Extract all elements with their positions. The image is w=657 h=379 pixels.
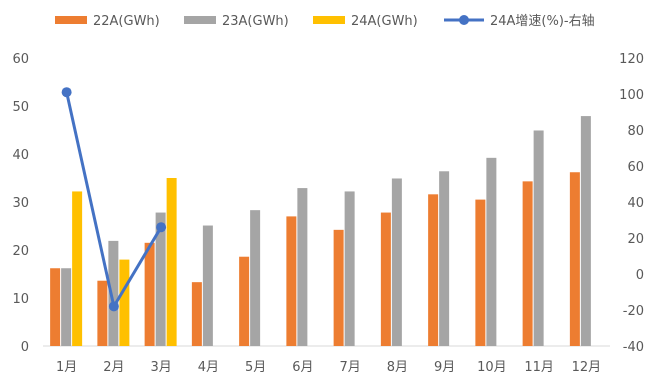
- x-tick-label: 3月: [150, 360, 171, 375]
- bar-23agwh: [155, 212, 166, 346]
- bar-22agwh: [475, 199, 486, 346]
- y-tick-label: 20: [12, 244, 29, 259]
- x-tick-label: 7月: [339, 360, 360, 375]
- legend-label: 24A增速(%)-右轴: [490, 14, 595, 29]
- bar-24agwh: [166, 178, 177, 346]
- y-tick-label: 40: [12, 148, 29, 163]
- legend-label: 24A(GWh): [351, 14, 418, 29]
- bars: [50, 116, 591, 346]
- bar-23agwh: [344, 191, 355, 346]
- x-tick-label: 10月: [477, 360, 507, 375]
- bar-22agwh: [144, 242, 155, 346]
- x-tick-label: 12月: [572, 360, 602, 375]
- growth-point: [61, 87, 72, 98]
- y2-tick-label: 120: [619, 52, 644, 67]
- growth-point: [156, 222, 167, 233]
- legend: 22A(GWh) 23A(GWh) 24A(GWh) 24A增速(%)-右轴: [55, 14, 595, 29]
- y2-tick-label: -20: [623, 304, 644, 319]
- growth-line: [61, 87, 167, 312]
- legend-marker: [459, 15, 469, 25]
- y-tick-label: 60: [12, 52, 29, 67]
- legend-label: 23A(GWh): [222, 14, 289, 29]
- y2-tick-label: 0: [636, 268, 644, 283]
- bar-22agwh: [522, 181, 533, 346]
- y2-tick-label: 40: [627, 196, 644, 211]
- x-tick-label: 6月: [292, 360, 313, 375]
- bar-22agwh: [50, 268, 61, 346]
- bar-23agwh: [202, 225, 213, 346]
- x-tick-label: 2月: [103, 360, 124, 375]
- x-tick-label: 8月: [387, 360, 408, 375]
- bar-23agwh: [297, 188, 308, 346]
- bar-23agwh: [250, 210, 261, 346]
- y2-tick-label: -40: [623, 340, 644, 355]
- x-tick-label: 4月: [198, 360, 219, 375]
- bar-22agwh: [97, 280, 108, 346]
- bar-22agwh: [191, 282, 202, 346]
- bar-22agwh: [333, 229, 344, 346]
- bar-23agwh: [61, 268, 72, 346]
- bar-23agwh: [580, 116, 591, 346]
- bar-24agwh: [119, 259, 130, 346]
- bar-22agwh: [569, 172, 580, 346]
- bar-22agwh: [286, 216, 297, 346]
- x-tick-label: 11月: [524, 360, 554, 375]
- bar-23agwh: [486, 157, 497, 346]
- y2-tick-label: 20: [627, 232, 644, 247]
- bar-22agwh: [428, 194, 439, 346]
- growth-point: [108, 301, 119, 312]
- y-tick-label: 0: [21, 340, 29, 355]
- x-tick-label: 9月: [434, 360, 455, 375]
- legend-swatch: [55, 16, 87, 24]
- y2-tick-label: 60: [627, 160, 644, 175]
- bar-23agwh: [533, 130, 544, 346]
- x-tick-label: 1月: [56, 360, 77, 375]
- legend-label: 22A(GWh): [93, 14, 160, 29]
- bar-23agwh: [439, 171, 450, 346]
- y-tick-label: 30: [12, 196, 29, 211]
- bar-23agwh: [108, 240, 119, 346]
- legend-swatch: [313, 16, 345, 24]
- bar-22agwh: [239, 256, 250, 346]
- y-tick-label: 50: [12, 100, 29, 115]
- legend-swatch: [184, 16, 216, 24]
- y2-tick-label: 100: [619, 88, 644, 103]
- bar-22agwh: [380, 212, 391, 346]
- y2-tick-label: 80: [627, 124, 644, 139]
- bar-23agwh: [391, 178, 402, 346]
- axes: 0 10 20 30 40 50 60 -40 -20 0 20 40 60 80 100 120 1月 2月 3月…: [12, 52, 644, 375]
- y-tick-label: 10: [12, 292, 29, 307]
- bar-24agwh: [72, 191, 83, 346]
- x-tick-label: 5月: [245, 360, 266, 375]
